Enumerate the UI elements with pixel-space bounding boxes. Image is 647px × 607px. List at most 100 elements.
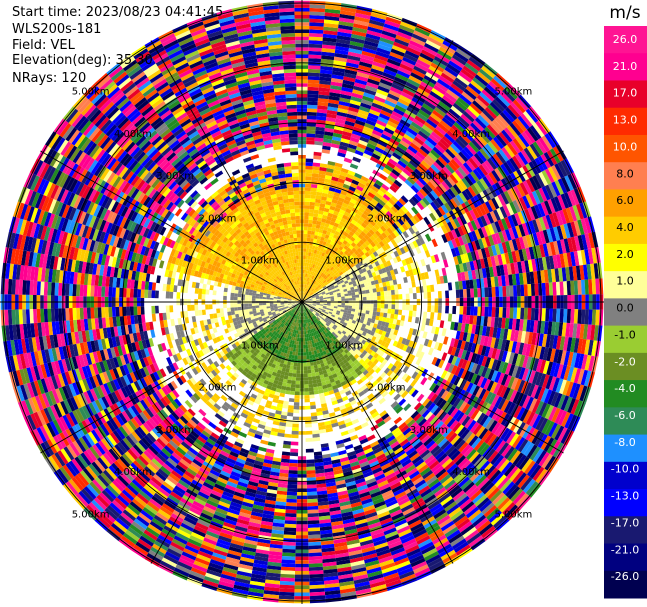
velocity-gate: [530, 308, 536, 321]
velocity-gate: [356, 71, 370, 79]
velocity-gate: [330, 272, 335, 277]
velocity-gate: [339, 141, 349, 148]
velocity-gate: [363, 92, 376, 100]
velocity-gate: [449, 198, 459, 209]
velocity-gate: [447, 145, 459, 157]
velocity-gate: [312, 284, 316, 289]
velocity-gate: [333, 269, 338, 275]
velocity-gate: [306, 281, 309, 285]
velocity-gate: [329, 220, 335, 226]
velocity-gate: [321, 51, 335, 57]
velocity-gate: [470, 306, 475, 316]
velocity-gate: [426, 180, 436, 191]
velocity-gate: [309, 18, 325, 23]
velocity-gate: [288, 470, 298, 475]
velocity-gate: [319, 240, 324, 245]
velocity-gate: [391, 182, 400, 191]
velocity-gate: [385, 16, 402, 25]
velocity-gate: [308, 383, 314, 388]
velocity-gate: [332, 172, 340, 179]
velocity-gate: [289, 452, 299, 457]
velocity-gate: [326, 263, 331, 268]
velocity-gate: [450, 158, 461, 170]
velocity-gate: [309, 286, 313, 291]
velocity-gate: [363, 234, 370, 241]
velocity-gate: [414, 62, 429, 72]
velocity-gate: [555, 281, 561, 296]
velocity-gate: [313, 264, 318, 269]
velocity-gate: [350, 133, 361, 140]
velocity-gate: [310, 287, 313, 291]
velocity-gate: [411, 33, 428, 43]
velocity-gate: [447, 313, 453, 322]
velocity-gate: [304, 205, 310, 209]
velocity-gate: [316, 191, 323, 197]
velocity-gate: [310, 405, 317, 410]
velocity-gate: [280, 573, 295, 579]
velocity-gate: [421, 243, 428, 252]
velocity-gate: [306, 284, 308, 289]
velocity-gate: [308, 291, 312, 295]
velocity-gate: [342, 239, 348, 246]
velocity-gate: [350, 96, 363, 103]
velocity-gate: [532, 122, 545, 138]
velocity-gate: [352, 297, 356, 301]
velocity-gate: [318, 94, 330, 100]
velocity-gate: [308, 248, 312, 253]
velocity-gate: [364, 122, 375, 130]
velocity-gate: [439, 119, 452, 131]
velocity-gate: [381, 232, 388, 239]
velocity-gate: [523, 284, 528, 297]
velocity-gate: [306, 484, 317, 489]
velocity-gate: [479, 178, 489, 190]
velocity-gate: [309, 11, 325, 16]
velocity-gate: [446, 63, 461, 75]
velocity-gate: [333, 129, 344, 135]
velocity-gate: [355, 297, 360, 301]
velocity-gate: [512, 138, 524, 152]
velocity-gate: [330, 299, 335, 302]
velocity-gate: [351, 294, 356, 299]
velocity-gate: [344, 236, 351, 243]
velocity-gate: [325, 5, 341, 11]
velocity-gate: [334, 277, 339, 282]
velocity-gate: [342, 437, 352, 444]
velocity-gate: [382, 26, 398, 35]
velocity-gate: [337, 275, 342, 280]
velocity-gate: [435, 81, 449, 93]
velocity-gate: [304, 266, 307, 270]
velocity-gate: [310, 278, 313, 283]
velocity-gate: [382, 130, 393, 139]
velocity-gate: [322, 211, 329, 216]
velocity-gate: [305, 251, 309, 256]
velocity-gate: [310, 292, 314, 296]
velocity-gate: [506, 159, 517, 173]
velocity-gate: [319, 247, 324, 253]
velocity-gate: [376, 311, 381, 317]
velocity-gate: [396, 69, 411, 79]
velocity-gate: [455, 194, 465, 205]
velocity-gate: [330, 277, 335, 282]
velocity-gate: [313, 291, 318, 295]
velocity-gate: [330, 262, 335, 267]
velocity-gate: [434, 269, 440, 278]
velocity-gate: [420, 160, 431, 170]
velocity-gate: [413, 182, 422, 191]
velocity-gate: [391, 304, 396, 310]
velocity-gate: [326, 259, 331, 264]
velocity-gate: [343, 255, 349, 261]
velocity-gate: [343, 250, 349, 256]
velocity-gate: [349, 40, 364, 48]
velocity-gate: [305, 284, 308, 289]
velocity-gate: [494, 167, 504, 181]
velocity-gate: [393, 76, 408, 86]
velocity-gate: [302, 280, 304, 285]
velocity-gate: [303, 344, 306, 349]
velocity-gate: [352, 26, 368, 34]
velocity-gate: [464, 188, 474, 199]
velocity-gate: [400, 266, 406, 273]
velocity-gate: [485, 173, 495, 186]
velocity-gate: [347, 55, 361, 62]
velocity-gate: [378, 218, 386, 226]
velocity-gate: [381, 245, 388, 252]
